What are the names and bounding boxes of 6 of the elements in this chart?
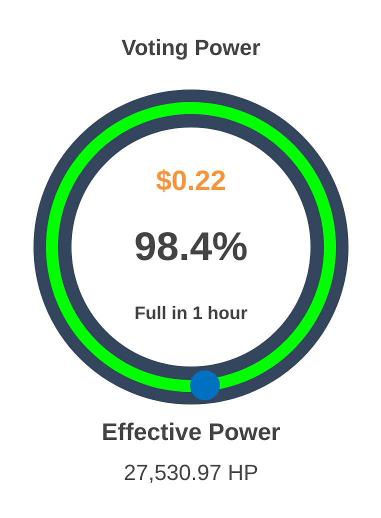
text: Full in 1 hour bbox=[134, 303, 248, 323]
text: Effective Power bbox=[102, 419, 280, 446]
text: 27,530.97 HP bbox=[124, 460, 258, 485]
chart-title: Voting Power bbox=[122, 35, 261, 60]
text: $0.22 bbox=[156, 165, 226, 196]
data-label: 98.4% bbox=[134, 225, 248, 269]
